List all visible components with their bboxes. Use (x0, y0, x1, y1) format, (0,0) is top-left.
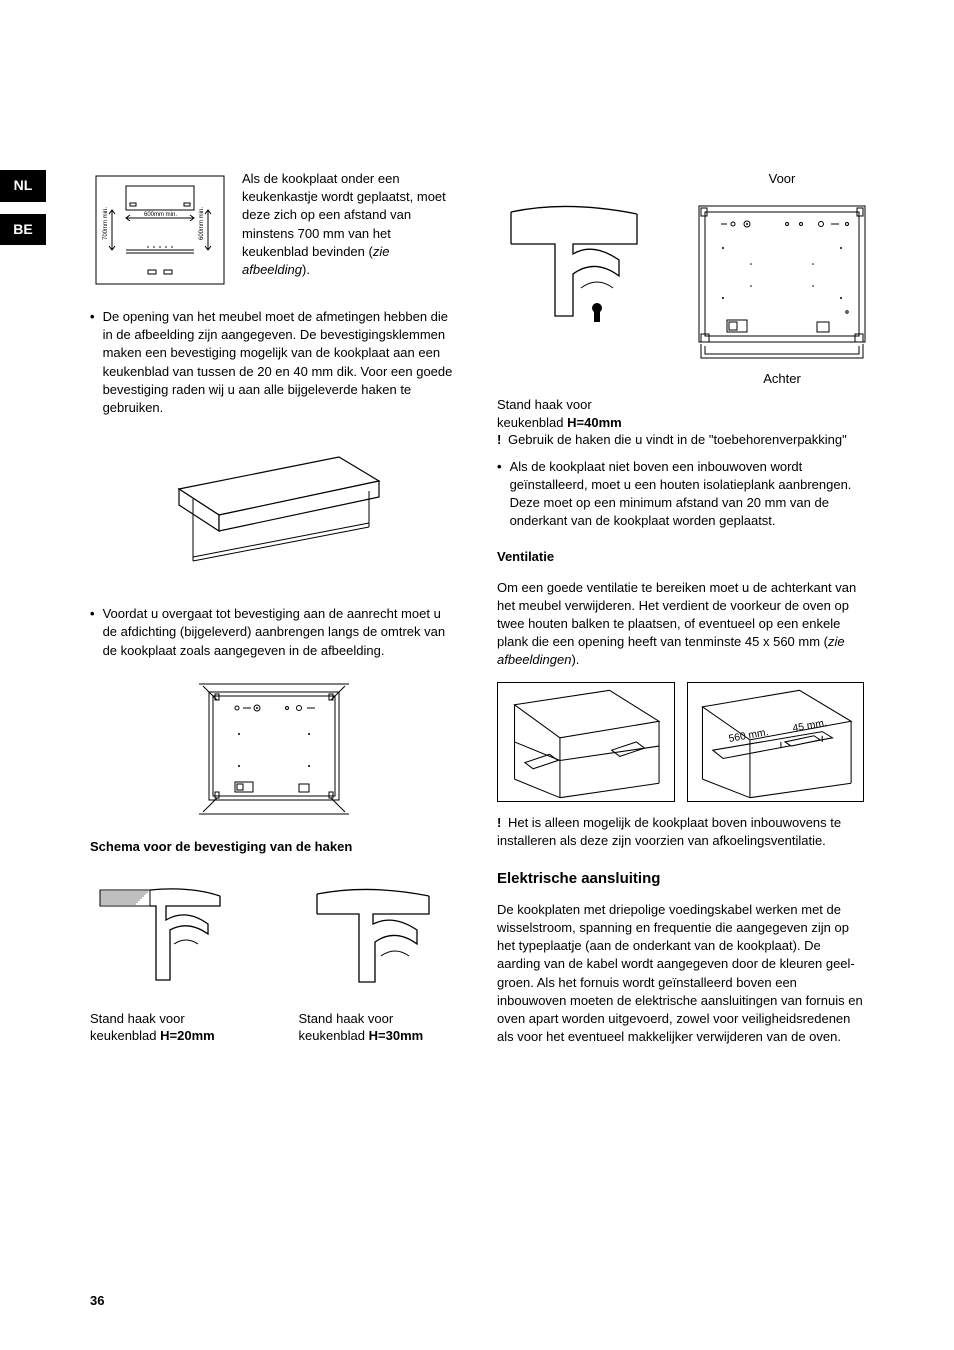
hob-3d-figure (149, 431, 399, 591)
bullet-seal-text: Voordat u overgaat tot bevestiging aan d… (103, 605, 457, 660)
hook-scheme-heading: Schema voor de bevestiging van de haken (90, 838, 457, 856)
page-number: 36 (90, 1292, 104, 1310)
voor-label: Voor (687, 170, 877, 188)
vent-p1c: ). (571, 652, 579, 667)
h40-line1: Stand haak voor (497, 397, 592, 412)
elektrische-para: De kookplaten met driepolige voedingskab… (497, 901, 864, 1047)
bullet-isolation: Als de kookplaat niet boven een inbouwov… (497, 458, 864, 531)
elektrische-heading: Elektrische aansluiting (497, 868, 864, 889)
cabinet-clearance-figure: 700mm min. 600mm min. 600mm min. (90, 170, 230, 290)
vent-p1a: Om een goede ventilatie te bereiken moet… (497, 580, 856, 650)
hook-h30-caption: Stand haak voor keukenblad H=30mm (299, 1010, 458, 1045)
ventilatie-heading: Ventilatie (497, 548, 864, 566)
h40-line2b: H=40mm (567, 415, 622, 430)
bullet-isolation-text: Als de kookplaat niet boven een inbouwov… (510, 458, 864, 531)
h40-line2a: keukenblad (497, 415, 567, 430)
ventilatie-para: Om een goede ventilatie te bereiken moet… (497, 579, 864, 670)
h20-line1: Stand haak voor (90, 1011, 185, 1026)
hook-h40-figure (497, 188, 657, 338)
vent-figure-plank: 560 mm. 45 mm. (687, 682, 865, 802)
oven-warning: ! Het is alleen mogelijk de kookplaat bo… (497, 814, 864, 850)
bullet-opening-text: De opening van het meubel moet de afmeti… (103, 308, 457, 417)
label-600-top: 600mm min. (144, 212, 177, 218)
warn2-text: Het is alleen mogelijk de kookplaat bove… (497, 815, 841, 848)
h20-line2b: H=20mm (160, 1028, 215, 1043)
bullet-seal: Voordat u overgaat tot bevestiging aan d… (90, 605, 457, 660)
intro-main: Als de kookplaat onder een keukenkastje … (242, 171, 446, 259)
hook-h30-figure (299, 870, 449, 1000)
hob-underside-figure (179, 674, 369, 824)
h30-line1: Stand haak voor (299, 1011, 394, 1026)
warn1-exc: ! (497, 432, 501, 447)
tab-nl: NL (0, 170, 46, 202)
achter-label: Achter (687, 370, 877, 388)
label-700: 700mm min. (103, 207, 109, 240)
hob-rear-figure (687, 194, 877, 364)
intro-end: ). (302, 262, 310, 277)
right-column: Voor (497, 170, 864, 1054)
h30-line2b: H=30mm (369, 1028, 424, 1043)
vent-560: 560 mm. (727, 727, 768, 745)
hook-h40-caption: Stand haak voor keukenblad H=40mm (497, 396, 864, 431)
tab-be: BE (0, 214, 46, 246)
h20-line2a: keukenblad (90, 1028, 160, 1043)
hook-h20-figure (90, 870, 240, 1000)
warn2-exc: ! (497, 815, 501, 830)
label-600-right: 600mm min. (199, 207, 205, 240)
warn1-text: Gebruik de haken die u vindt in de "toeb… (504, 432, 846, 447)
vent-figure-beams (497, 682, 675, 802)
left-column: 700mm min. 600mm min. 600mm min. Als de … (90, 170, 457, 1054)
intro-text: Als de kookplaat onder een keukenkastje … (242, 170, 457, 290)
bullet-opening: De opening van het meubel moet de afmeti… (90, 308, 457, 417)
hook-h20-caption: Stand haak voor keukenblad H=20mm (90, 1010, 249, 1045)
accessory-warning: ! Gebruik de haken die u vindt in de "to… (497, 431, 864, 449)
h30-line2a: keukenblad (299, 1028, 369, 1043)
